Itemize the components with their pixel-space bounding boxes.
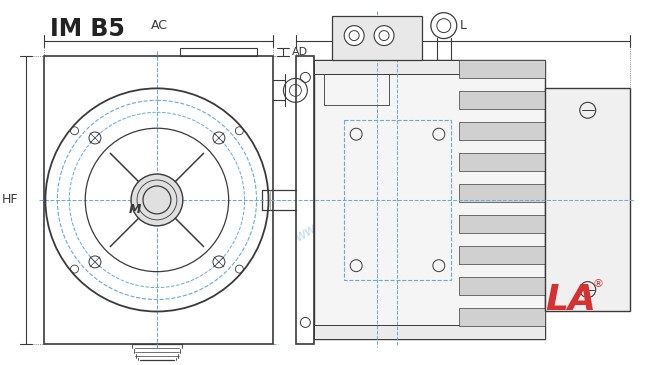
Bar bbox=[545, 88, 630, 311]
Text: L: L bbox=[460, 19, 467, 32]
Text: M: M bbox=[129, 203, 141, 216]
Bar bbox=[315, 61, 545, 339]
Bar bbox=[459, 308, 545, 326]
Circle shape bbox=[374, 26, 394, 46]
Text: AC: AC bbox=[150, 19, 168, 32]
Text: ®: ® bbox=[593, 278, 604, 289]
Bar bbox=[180, 47, 257, 55]
Bar bbox=[459, 153, 545, 172]
Text: IM B5: IM B5 bbox=[50, 16, 125, 41]
Bar bbox=[332, 16, 422, 61]
Bar bbox=[459, 215, 545, 233]
Bar bbox=[44, 55, 274, 344]
Bar bbox=[459, 246, 545, 264]
Text: LA: LA bbox=[545, 283, 596, 316]
Bar bbox=[459, 61, 545, 78]
Bar bbox=[315, 326, 545, 339]
Text: AD: AD bbox=[291, 46, 307, 57]
Text: www.jianghuaidianji.com: www.jianghuaidianji.com bbox=[292, 146, 449, 244]
Circle shape bbox=[344, 26, 364, 46]
Bar bbox=[315, 61, 545, 74]
Bar bbox=[459, 123, 545, 141]
Bar bbox=[459, 92, 545, 109]
Bar bbox=[296, 55, 315, 344]
Bar bbox=[459, 277, 545, 295]
Bar bbox=[344, 120, 451, 280]
Text: HF: HF bbox=[2, 193, 18, 207]
Circle shape bbox=[131, 174, 183, 226]
Bar bbox=[324, 74, 389, 105]
Bar bbox=[459, 184, 545, 203]
